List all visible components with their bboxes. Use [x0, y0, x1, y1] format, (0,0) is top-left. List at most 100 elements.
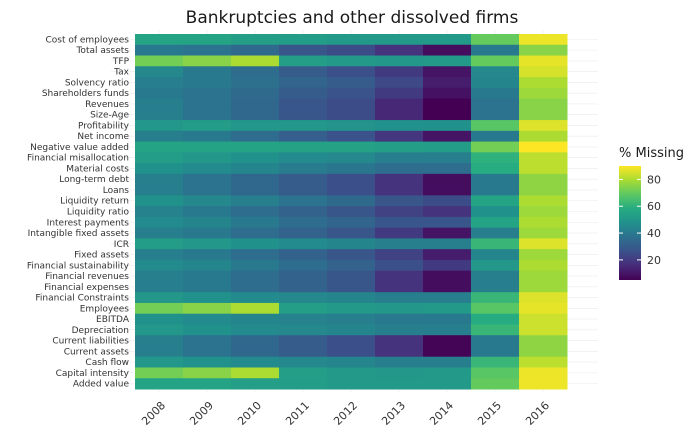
- y-tick-label: EBITDA: [96, 315, 130, 325]
- heatmap-cell: [519, 98, 568, 110]
- heatmap-cell: [327, 238, 376, 250]
- heatmap-cell: [135, 152, 184, 164]
- heatmap-cell: [135, 109, 184, 121]
- heatmap-cell: [327, 184, 376, 196]
- heatmap-cell: [519, 195, 568, 207]
- heatmap-cell: [231, 152, 280, 164]
- heatmap-cell: [183, 195, 232, 207]
- heatmap-cell: [471, 302, 520, 315]
- heatmap-cell: [423, 292, 472, 304]
- heatmap-cell: [519, 270, 568, 282]
- heatmap-cell: [279, 152, 328, 164]
- heatmap-cell: [327, 227, 376, 239]
- heatmap-cell: [423, 141, 472, 153]
- heatmap-cell: [471, 87, 520, 100]
- heatmap-cell: [471, 184, 520, 196]
- heatmap-cell: [183, 77, 232, 89]
- heatmap-cell: [135, 378, 184, 390]
- heatmap-cell: [183, 378, 232, 390]
- heatmap-cell: [183, 238, 232, 250]
- heatmap-cell: [375, 249, 424, 261]
- y-tick-label: Net income: [77, 132, 129, 142]
- heatmap-cell: [471, 324, 520, 336]
- y-tick-label: Cash flow: [85, 358, 129, 368]
- heatmap-cell: [231, 324, 280, 336]
- heatmap-cell: [279, 367, 328, 379]
- heatmap-cell: [375, 130, 424, 143]
- x-tick-label: 2010: [235, 399, 264, 428]
- heatmap-cell: [375, 206, 424, 218]
- heatmap-cell: [423, 313, 472, 325]
- heatmap-cell: [327, 367, 376, 379]
- y-tick-label: Size-Age: [90, 111, 129, 121]
- y-tick-label: Total assets: [75, 46, 129, 56]
- heatmap-cell: [519, 44, 568, 57]
- heatmap-cell: [327, 206, 376, 218]
- heatmap-cell: [279, 87, 328, 100]
- x-axis-labels: 2008 2009 2010 2011 2012 2013 2014 2015 2016: [139, 399, 552, 428]
- y-tick-label: Financial expenses: [44, 283, 129, 293]
- heatmap-cell: [375, 324, 424, 336]
- heatmap-cell: [183, 173, 232, 186]
- heatmap-cell: [135, 87, 184, 100]
- heatmap-cell: [471, 34, 520, 46]
- y-tick-label: Loans: [103, 186, 130, 196]
- chart-title: Bankruptcies and other dissolved firms: [186, 8, 519, 28]
- y-tick-label: Revenues: [85, 100, 129, 110]
- x-tick-label: 2014: [427, 399, 456, 428]
- y-tick-label: Financial sustainability: [27, 261, 130, 271]
- heatmap-cell: [423, 109, 472, 121]
- heatmap-cell: [231, 44, 280, 57]
- heatmap-cell: [375, 238, 424, 250]
- heatmap-cell: [183, 356, 232, 368]
- heatmap-cell: [423, 130, 472, 143]
- heatmap-cell: [471, 270, 520, 282]
- heatmap-cell: [519, 55, 568, 67]
- heatmap-cell: [279, 345, 328, 358]
- y-tick-label: Material costs: [66, 164, 129, 174]
- heatmap-cell: [183, 163, 232, 175]
- heatmap-cell: [327, 378, 376, 390]
- heatmap-cell: [375, 141, 424, 153]
- heatmap-cell: [375, 259, 424, 272]
- heatmap-cell: [423, 249, 472, 261]
- heatmap-cell: [231, 302, 280, 315]
- heatmap-cell: [471, 55, 520, 67]
- heatmap-cell: [279, 216, 328, 229]
- heatmap-cell: [231, 173, 280, 186]
- heatmap-cell: [327, 270, 376, 282]
- heatmap-cell: [423, 356, 472, 368]
- heatmap-cell: [183, 324, 232, 336]
- y-tick-label: ICR: [114, 240, 129, 250]
- heatmap-cell: [183, 109, 232, 121]
- heatmap-cell: [327, 66, 376, 78]
- heatmap-cell: [231, 87, 280, 100]
- heatmap-cell: [519, 345, 568, 358]
- heatmap-cell: [423, 173, 472, 186]
- heatmap-cell: [327, 77, 376, 89]
- heatmap-cell: [471, 163, 520, 175]
- heatmap-cell: [183, 66, 232, 78]
- heatmap-cell: [135, 55, 184, 67]
- heatmap-cell: [375, 270, 424, 282]
- heatmap-cell: [519, 356, 568, 368]
- heatmap-cell: [231, 227, 280, 239]
- heatmap-cell: [375, 302, 424, 315]
- heatmap-cell: [519, 378, 568, 390]
- heatmap-cell: [327, 195, 376, 207]
- heatmap-cell: [519, 184, 568, 196]
- heatmap-cell: [231, 313, 280, 325]
- heatmap-cell: [423, 120, 472, 132]
- heatmap-cell: [327, 335, 376, 347]
- heatmap-cell: [327, 292, 376, 304]
- heatmap-cell: [423, 184, 472, 196]
- heatmap-cell: [279, 163, 328, 175]
- heatmap-cell: [375, 356, 424, 368]
- heatmap-cell: [423, 238, 472, 250]
- heatmap-cell: [279, 66, 328, 78]
- heatmap-cell: [423, 55, 472, 67]
- heatmap-cell: [279, 44, 328, 57]
- y-tick-label: Employees: [80, 304, 130, 314]
- heatmap-cell: [375, 227, 424, 239]
